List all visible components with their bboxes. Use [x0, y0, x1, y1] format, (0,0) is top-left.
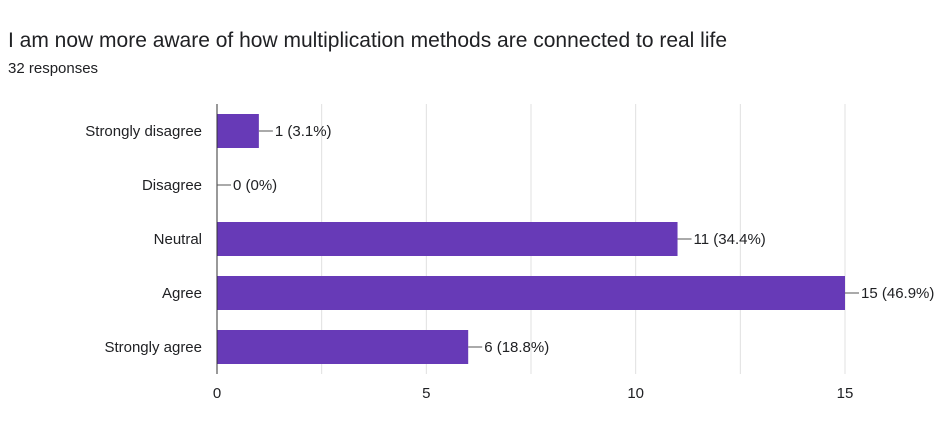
data-label: 1 (3.1%): [275, 123, 332, 140]
category-label: Neutral: [154, 231, 202, 248]
data-label: 11 (34.4%): [694, 231, 766, 248]
data-label: 6 (18.8%): [484, 339, 549, 356]
category-label: Agree: [162, 285, 202, 302]
responses-count: 32 responses: [8, 60, 99, 77]
bar: [217, 222, 678, 256]
x-tick-label: 15: [837, 385, 854, 402]
x-tick-label: 5: [422, 385, 430, 402]
bar: [217, 276, 845, 310]
bar: [217, 330, 469, 364]
x-tick-label: 10: [627, 385, 644, 402]
bars: [217, 114, 845, 364]
labels: 1 (3.1%) Strongly disagree 0 (0%) Disagree 1…: [85, 123, 934, 356]
question-title: I am now more aware of how multiplicatio…: [8, 29, 728, 52]
data-label: 0 (0%): [233, 177, 277, 194]
bar: [217, 114, 259, 148]
axes: 0 5 10 15: [213, 104, 854, 402]
category-label: Strongly disagree: [85, 123, 202, 140]
data-label: 15 (46.9%): [861, 285, 934, 302]
category-label: Disagree: [142, 177, 202, 194]
category-label: Strongly agree: [104, 339, 202, 356]
x-tick-label: 0: [213, 385, 221, 402]
